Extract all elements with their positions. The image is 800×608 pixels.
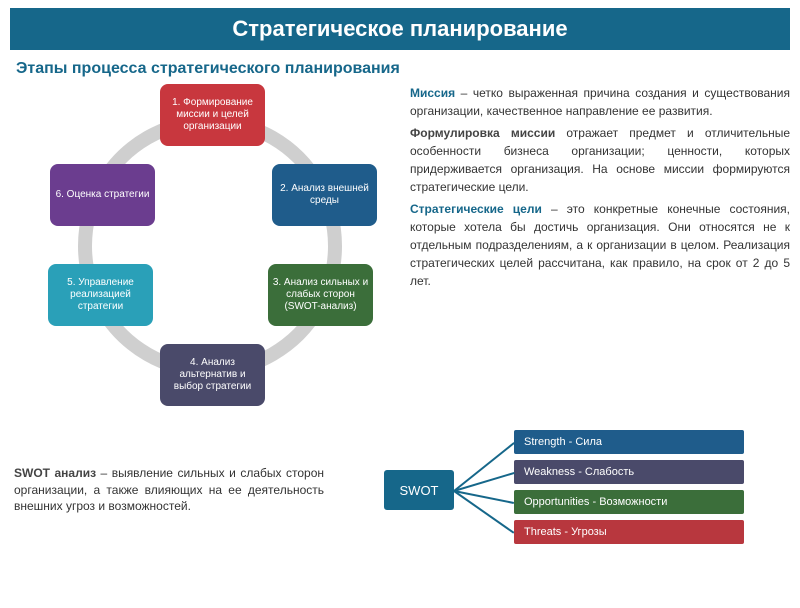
definition-1: Формулировка миссии отражает предмет и о… [410,124,790,196]
swot-item-1: Weakness - Слабость [514,460,744,484]
swot-item-3: Threats - Угрозы [514,520,744,544]
swot-diagram: SWOT Strength - Сила Weakness - Слабость O… [324,430,786,550]
swot-definition: SWOT анализ – выявление сильных и слабых… [14,465,324,515]
definition-term-0: Миссия [410,86,455,100]
cycle-node-6: 6. Оценка стратегии [50,164,155,226]
swot-connector-0 [453,442,514,492]
cycle-node-2: 2. Анализ внешней среды [272,164,377,226]
page-banner: Стратегическое планирование [10,8,790,50]
cycle-diagram: 1. Формирование миссии и целей организац… [10,84,400,424]
cycle-node-5: 5. Управление реализацией стратегии [48,264,153,326]
definition-2: Стратегические цели – это конкретные кон… [410,200,790,290]
subtitle: Этапы процесса стратегического планирова… [0,54,800,84]
definitions: Миссия – четко выраженная причина создан… [400,84,790,424]
cycle-node-3: 3. Анализ сильных и слабых сторон (SWOT-… [268,264,373,326]
swot-center-box: SWOT [384,470,454,510]
definition-term-2: Стратегические цели [410,202,542,216]
swot-item-0: Strength - Сила [514,430,744,454]
cycle-node-1: 1. Формирование миссии и целей организац… [160,84,265,146]
swot-term: SWOT анализ [14,466,96,480]
swot-item-2: Opportunities - Возможности [514,490,744,514]
cycle-node-4: 4. Анализ альтернатив и выбор стратегии [160,344,265,406]
definition-0: Миссия – четко выраженная причина создан… [410,84,790,120]
definition-term-1: Формулировка миссии [410,126,555,140]
bottom-row: SWOT анализ – выявление сильных и слабых… [0,424,800,556]
main-area: 1. Формирование миссии и целей организац… [0,84,800,424]
